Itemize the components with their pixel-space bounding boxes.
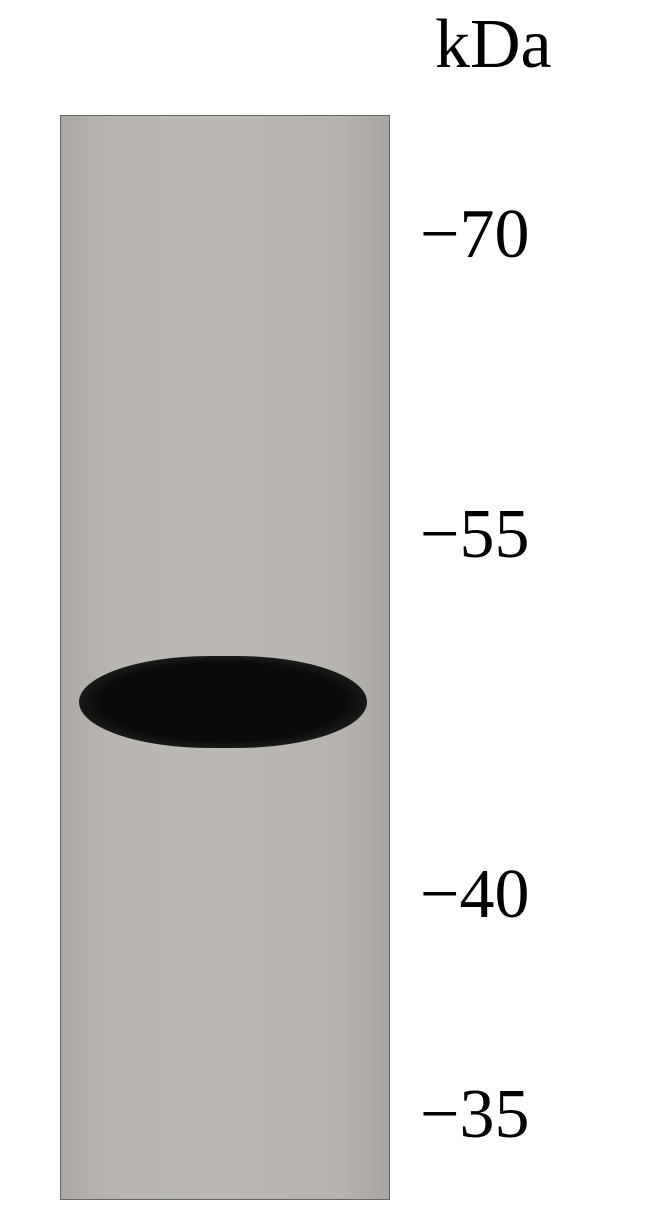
marker-label: −40 — [420, 855, 529, 935]
unit-label: kDa — [435, 5, 552, 85]
marker-label: −55 — [420, 495, 529, 575]
marker-40: −40 — [420, 855, 529, 935]
marker-label: −35 — [420, 1075, 529, 1155]
marker-55: −55 — [420, 495, 529, 575]
marker-35: −35 — [420, 1075, 529, 1155]
blot-lane — [60, 115, 390, 1200]
blot-figure: kDa −70 −55 −40 −35 — [0, 0, 650, 1225]
protein-band — [79, 656, 367, 748]
marker-70: −70 — [420, 195, 529, 275]
lane-background — [61, 116, 389, 1199]
marker-label: −70 — [420, 195, 529, 275]
